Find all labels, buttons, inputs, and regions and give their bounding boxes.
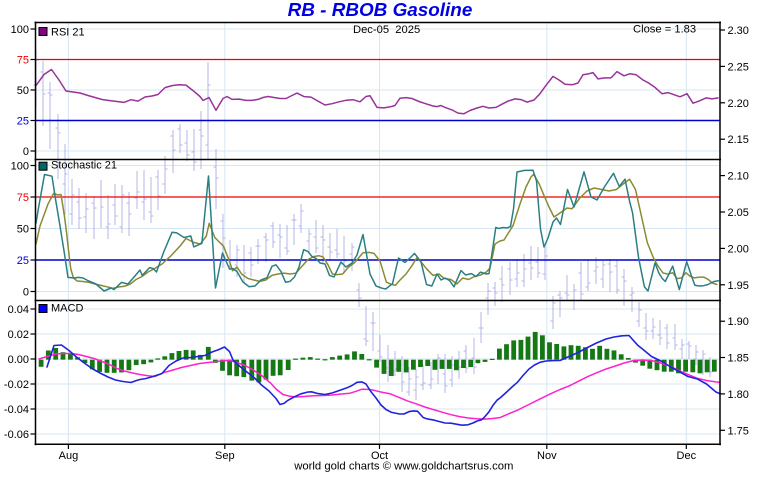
svg-text:RB - RBOB Gasoline: RB - RBOB Gasoline	[288, 0, 473, 21]
svg-text:-0.06: -0.06	[4, 429, 29, 441]
svg-text:0.00: 0.00	[8, 354, 29, 366]
svg-text:1.75: 1.75	[728, 425, 749, 437]
svg-text:Dec-05 2025: Dec-05 2025	[353, 24, 420, 36]
svg-text:Close = 1.83: Close = 1.83	[633, 24, 696, 36]
svg-text:0: 0	[23, 146, 29, 158]
svg-text:Nov: Nov	[537, 450, 557, 462]
svg-text:25: 25	[17, 255, 29, 267]
svg-text:0.02: 0.02	[8, 329, 29, 341]
svg-text:1.85: 1.85	[728, 353, 749, 365]
svg-text:1.95: 1.95	[728, 280, 749, 292]
svg-text:2.25: 2.25	[728, 61, 749, 73]
svg-text:Oct: Oct	[371, 450, 388, 462]
svg-text:0.04: 0.04	[8, 304, 29, 316]
svg-text:1.90: 1.90	[728, 316, 749, 328]
svg-text:2.10: 2.10	[728, 171, 749, 183]
svg-text:50: 50	[17, 224, 29, 236]
svg-text:75: 75	[17, 55, 29, 67]
svg-text:2.15: 2.15	[728, 134, 749, 146]
svg-text:2.20: 2.20	[728, 98, 749, 110]
svg-text:2.05: 2.05	[728, 207, 749, 219]
svg-text:MACD: MACD	[51, 302, 83, 314]
svg-text:2.30: 2.30	[728, 25, 749, 37]
svg-text:-0.04: -0.04	[4, 404, 29, 416]
svg-text:Dec: Dec	[677, 450, 697, 462]
svg-text:50: 50	[17, 85, 29, 97]
svg-text:75: 75	[17, 192, 29, 204]
svg-text:Aug: Aug	[59, 450, 79, 462]
svg-text:100: 100	[11, 161, 29, 173]
svg-text:0: 0	[23, 287, 29, 299]
svg-text:Stochastic 21: Stochastic 21	[51, 160, 117, 172]
svg-text:world gold charts © www.goldch: world gold charts © www.goldchartsrus.co…	[293, 461, 513, 473]
svg-text:1.80: 1.80	[728, 389, 749, 401]
svg-text:Sep: Sep	[215, 450, 235, 462]
svg-text:2.00: 2.00	[728, 243, 749, 255]
svg-text:RSI 21: RSI 21	[51, 26, 85, 38]
svg-text:100: 100	[11, 24, 29, 36]
svg-text:25: 25	[17, 116, 29, 128]
svg-text:-0.02: -0.02	[4, 379, 29, 391]
